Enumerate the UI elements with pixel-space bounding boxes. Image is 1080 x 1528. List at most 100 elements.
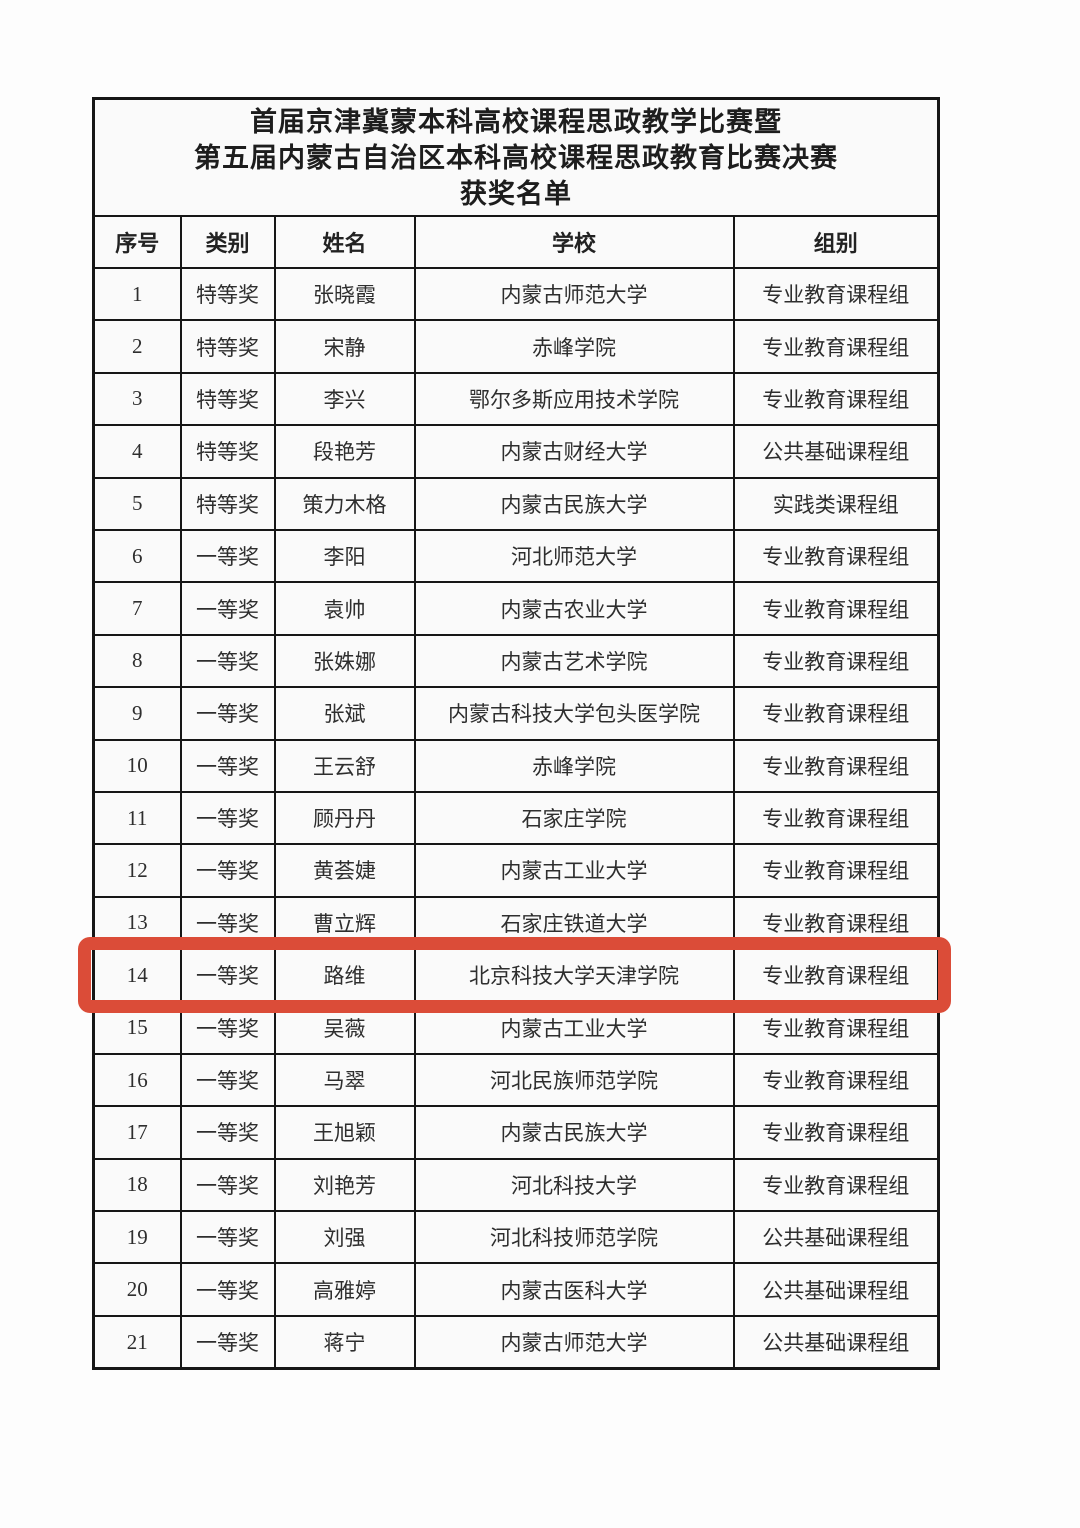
table-cell: 内蒙古民族大学 [413,1105,735,1160]
table-cell: 专业教育课程组 [732,843,940,898]
title-line-3: 获奖名单 [460,178,572,209]
table-cell: 特等奖 [179,266,276,322]
table-cell: 11 [92,790,182,846]
table-cell: 8 [92,633,182,689]
table-cell: 蒋宁 [273,1314,416,1370]
table-row: 21 一等奖 蒋宁 内蒙古师范大学 公共基础课程组 [92,1314,940,1370]
award-table: 首届京津冀蒙本科高校课程思政教学比赛暨 第五届内蒙古自治区本科高校课程思政教育比… [92,97,940,1371]
table-cell: 公共基础课程组 [732,1262,940,1317]
table-cell: 河北科技师范学院 [413,1210,735,1265]
table-cell: 10 [92,738,182,793]
table-cell: 专业教育课程组 [732,895,940,951]
document-title: 首届京津冀蒙本科高校课程思政教学比赛暨 第五届内蒙古自治区本科高校课程思政教育比… [92,97,940,217]
table-cell: 15 [92,1000,182,1055]
table-cell: 内蒙古医科大学 [413,1262,735,1317]
table-cell: 一等奖 [179,1210,276,1265]
table-cell: 赤峰学院 [413,738,735,793]
table-cell: 专业教育课程组 [732,1052,940,1108]
table-cell: 顾丹丹 [273,790,416,846]
table-cell: 专业教育课程组 [732,633,940,689]
table-cell: 李兴 [273,371,416,427]
table-cell: 20 [92,1262,182,1317]
table-cell: 张晓霞 [273,266,416,322]
table-row: 2 特等奖 宋静 赤峰学院 专业教育课程组 [92,319,940,374]
award-table-container: 首届京津冀蒙本科高校课程思政教学比赛暨 第五届内蒙古自治区本科高校课程思政教育比… [78,97,951,1371]
table-cell: 专业教育课程组 [732,528,940,584]
table-row: 8 一等奖 张姝娜 内蒙古艺术学院 专业教育课程组 [92,633,940,689]
table-row: 20 一等奖 高雅婷 内蒙古医科大学 公共基础课程组 [92,1262,940,1317]
table-cell: 专业教育课程组 [732,1105,940,1160]
table-cell: 专业教育课程组 [732,948,940,1003]
table-cell: 一等奖 [179,633,276,689]
table-row: 3 特等奖 李兴 鄂尔多斯应用技术学院 专业教育课程组 [92,371,940,427]
table-cell: 专业教育课程组 [732,581,940,636]
table-cell: 专业教育课程组 [732,686,940,741]
table-row: 9 一等奖 张斌 内蒙古科技大学包头医学院 专业教育课程组 [92,686,940,741]
table-cell: 一等奖 [179,1052,276,1108]
table-row: 5 特等奖 策力木格 内蒙古民族大学 实践类课程组 [92,476,940,531]
table-cell: 北京科技大学天津学院 [413,948,735,1003]
table-cell: 公共基础课程组 [732,424,940,479]
table-cell: 石家庄学院 [413,790,735,846]
table-cell: 专业教育课程组 [732,790,940,846]
table-row: 13 一等奖 曹立辉 石家庄铁道大学 专业教育课程组 [92,895,940,951]
table-cell: 专业教育课程组 [732,371,940,427]
table-cell: 一等奖 [179,790,276,846]
table-cell: 内蒙古民族大学 [413,476,735,531]
table-cell: 宋静 [273,319,416,374]
table-cell: 鄂尔多斯应用技术学院 [413,371,735,427]
table-cell: 一等奖 [179,1262,276,1317]
table-header-row: 序号 类别 姓名 学校 组别 [92,215,940,269]
table-cell: 一等奖 [179,895,276,951]
table-cell: 专业教育课程组 [732,1000,940,1055]
table-cell: 石家庄铁道大学 [413,895,735,951]
table-cell: 刘艳芳 [273,1157,416,1213]
table-cell: 1 [92,266,182,322]
table-cell: 策力木格 [273,476,416,531]
table-row: 17 一等奖 王旭颖 内蒙古民族大学 专业教育课程组 [92,1105,940,1160]
table-cell: 内蒙古科技大学包头医学院 [413,686,735,741]
table-cell: 19 [92,1210,182,1265]
table-cell: 一等奖 [179,1314,276,1370]
table-cell: 一等奖 [179,1105,276,1160]
table-cell: 公共基础课程组 [732,1314,940,1370]
table-cell: 袁帅 [273,581,416,636]
table-cell: 内蒙古工业大学 [413,843,735,898]
table-cell: 王云舒 [273,738,416,793]
table-cell: 一等奖 [179,738,276,793]
table-cell: 内蒙古师范大学 [413,1314,735,1370]
table-cell: 特等奖 [179,476,276,531]
table-row: 7 一等奖 袁帅 内蒙古农业大学 专业教育课程组 [92,581,940,636]
table-cell: 7 [92,581,182,636]
table-cell: 13 [92,895,182,951]
table-cell: 一等奖 [179,528,276,584]
table-row: 1 特等奖 张晓霞 内蒙古师范大学 专业教育课程组 [92,266,940,322]
table-cell: 21 [92,1314,182,1370]
table-row: 10 一等奖 王云舒 赤峰学院 专业教育课程组 [92,738,940,793]
table-cell: 一等奖 [179,948,276,1003]
table-cell: 河北师范大学 [413,528,735,584]
table-cell: 一等奖 [179,1000,276,1055]
table-cell: 段艳芳 [273,424,416,479]
table-cell: 内蒙古农业大学 [413,581,735,636]
table-cell: 高雅婷 [273,1262,416,1317]
table-cell: 内蒙古财经大学 [413,424,735,479]
table-cell: 一等奖 [179,581,276,636]
title-line-1: 首届京津冀蒙本科高校课程思政教学比赛暨 [250,106,782,137]
table-cell: 特等奖 [179,424,276,479]
table-cell: 河北科技大学 [413,1157,735,1213]
table-cell: 5 [92,476,182,531]
table-cell: 吴薇 [273,1000,416,1055]
column-header-group: 组别 [732,215,940,269]
column-header-name: 姓名 [273,215,416,269]
table-cell: 一等奖 [179,843,276,898]
table-cell: 张姝娜 [273,633,416,689]
table-cell: 实践类课程组 [732,476,940,531]
table-cell: 专业教育课程组 [732,738,940,793]
table-cell: 马翠 [273,1052,416,1108]
title-line-2: 第五届内蒙古自治区本科高校课程思政教育比赛决赛 [194,142,838,173]
table-row: 11 一等奖 顾丹丹 石家庄学院 专业教育课程组 [92,790,940,846]
table-row: 19 一等奖 刘强 河北科技师范学院 公共基础课程组 [92,1210,940,1265]
table-cell: 内蒙古工业大学 [413,1000,735,1055]
